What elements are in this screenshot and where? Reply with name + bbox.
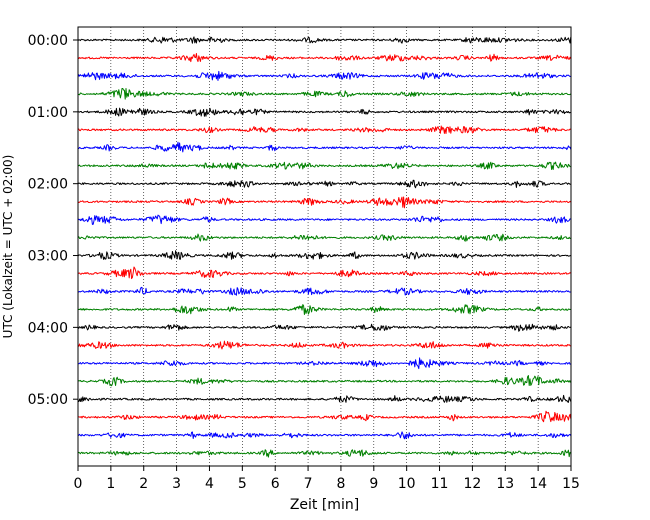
x-tick-label: 11: [431, 476, 449, 492]
trace-0130: [77, 141, 572, 153]
trace-0100: [77, 107, 572, 117]
trace-0400: [77, 323, 571, 332]
x-tick-label: 12: [463, 476, 481, 492]
trace-0030: [77, 70, 571, 81]
trace-0115: [77, 125, 571, 134]
trace-0200: [77, 179, 571, 189]
y-axis-label: UTC (Lokalzeit = UTC + 02:00): [1, 155, 15, 339]
x-tick-label: 13: [496, 476, 514, 492]
x-tick-label: 14: [529, 476, 547, 492]
y-axis-ticks: 00:00 01:00 02:00 03:00 04:00 05:00: [28, 33, 78, 408]
trace-0300: [77, 250, 571, 260]
x-tick-label: 9: [369, 476, 378, 492]
trace-0015: [77, 52, 572, 63]
trace-0315: [77, 266, 572, 280]
trace-0445: [77, 375, 572, 387]
y-tick-label: 04:00: [28, 320, 68, 336]
x-tick-label: 15: [562, 476, 580, 492]
y-tick-label: 02:00: [28, 177, 68, 193]
trace-0000: [77, 36, 572, 44]
trace-0245: [77, 233, 572, 242]
x-tick-label: 3: [172, 476, 181, 492]
x-tick-label: 5: [238, 476, 247, 492]
x-tick-label: 10: [398, 476, 416, 492]
y-tick-label: 01:00: [28, 105, 68, 121]
trace-0145: [77, 161, 571, 170]
y-tick-label: 03:00: [28, 249, 68, 265]
x-tick-label: 0: [74, 476, 83, 492]
trace-0415: [77, 340, 572, 350]
x-tick-label: 8: [336, 476, 345, 492]
trace-0345: [77, 304, 571, 316]
trace-0230: [77, 214, 571, 225]
y-tick-label: 05:00: [28, 392, 68, 408]
trace-lines: [77, 36, 572, 458]
x-axis-label: Zeit [min]: [290, 497, 359, 513]
x-tick-label: 4: [205, 476, 214, 492]
x-tick-label: 2: [139, 476, 148, 492]
trace-0045: [77, 87, 572, 100]
x-tick-label: 6: [271, 476, 280, 492]
trace-0500: [77, 394, 572, 403]
x-tick-label: 1: [106, 476, 115, 492]
x-axis-ticks: 0 1 2 3 4 5 6 7 8 9 10 11 12 13 14 15: [74, 466, 580, 492]
trace-0515: [77, 410, 572, 423]
x-tick-label: 7: [304, 476, 313, 492]
trace-0430: [77, 357, 571, 370]
trace-0215: [77, 196, 572, 209]
trace-0545: [77, 449, 572, 458]
y-tick-label: 00:00: [28, 33, 68, 49]
grid-lines: [110, 27, 539, 466]
trace-0530: [77, 431, 572, 440]
plot-frame: [77, 26, 572, 467]
trace-0330: [77, 286, 571, 296]
